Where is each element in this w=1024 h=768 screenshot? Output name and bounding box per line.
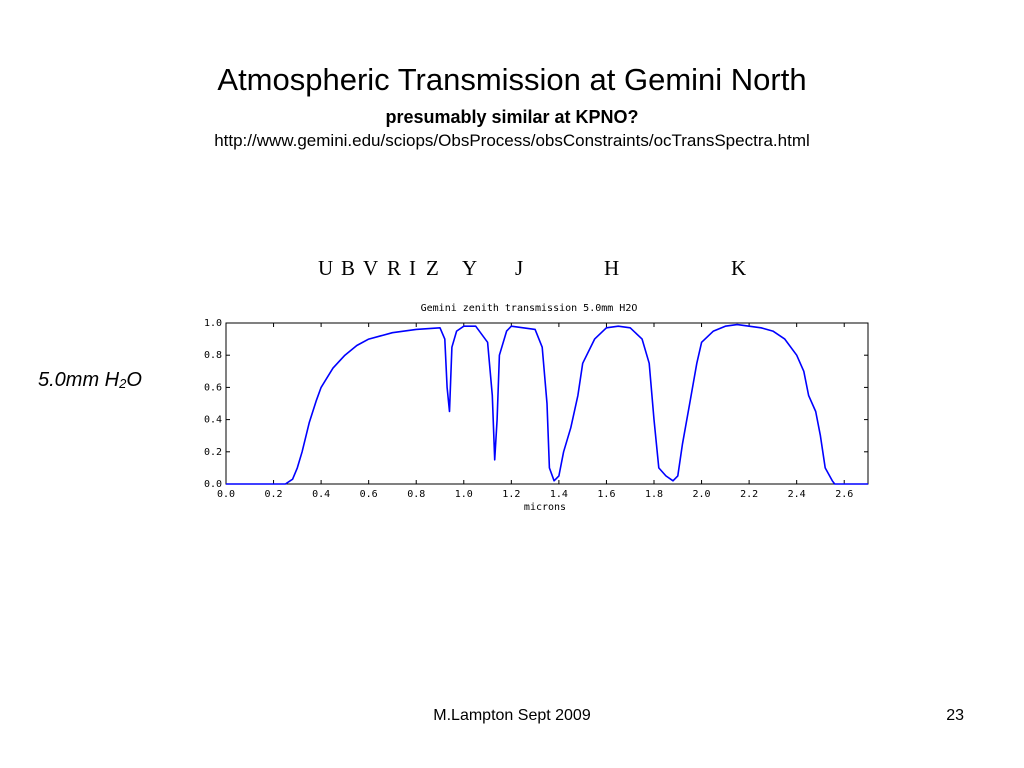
x-tick-label: 1.0 — [455, 489, 473, 500]
source-url: http://www.gemini.edu/sciops/ObsProcess/… — [214, 131, 810, 150]
band-label-j: J — [515, 256, 524, 280]
photometric-band-labels: U B V R I Z Y J H K — [0, 256, 1024, 286]
y-tick-label: 1.0 — [204, 318, 222, 329]
band-label-h: H — [604, 256, 620, 280]
x-tick-label: 2.6 — [835, 489, 853, 500]
x-tick-label: 1.8 — [645, 489, 663, 500]
water-vapor-label-tail: O — [126, 369, 142, 391]
water-vapor-label-subscript: 2 — [119, 376, 127, 391]
x-tick-label: 0.6 — [360, 489, 378, 500]
slide-title: Atmospheric Transmission at Gemini North — [217, 62, 807, 97]
slide-subtitle: presumably similar at KPNO? — [385, 107, 639, 127]
band-label-k: K — [731, 256, 747, 280]
x-tick-label: 1.2 — [502, 489, 520, 500]
y-tick-label: 0.2 — [204, 447, 222, 458]
x-axis-label: microns — [524, 502, 566, 513]
band-label-i: I — [409, 256, 416, 280]
footer-credit: M.Lampton Sept 2009 — [433, 707, 591, 724]
band-label-b: B — [341, 256, 356, 280]
x-tick-label: 1.6 — [597, 489, 615, 500]
band-label-r: R — [387, 256, 402, 280]
x-tick-label: 0.0 — [217, 489, 235, 500]
y-tick-label: 0.8 — [204, 350, 222, 361]
y-tick-label: 0.0 — [204, 479, 222, 490]
x-tick-label: 2.4 — [788, 489, 806, 500]
plot-frame — [225, 322, 869, 485]
water-vapor-label: 5.0mm H2O — [38, 369, 142, 392]
y-tick-label: 0.4 — [204, 415, 222, 426]
band-label-u: U — [318, 256, 334, 280]
y-tick-label: 0.6 — [204, 382, 222, 393]
chart-title: Gemini zenith transmission 5.0mm H2O — [421, 303, 638, 314]
water-vapor-label-main: 5.0mm H — [38, 369, 120, 391]
transmission-line — [226, 323, 868, 485]
x-tick-label: 2.2 — [740, 489, 758, 500]
band-label-y: Y — [462, 256, 478, 280]
x-tick-label: 0.2 — [265, 489, 283, 500]
band-label-z: Z — [426, 256, 439, 280]
x-tick-label: 0.4 — [312, 489, 330, 500]
page-number: 23 — [946, 707, 964, 724]
x-tick-label: 1.4 — [550, 489, 568, 500]
x-tick-label: 2.0 — [693, 489, 711, 500]
band-label-v: V — [363, 256, 379, 280]
x-tick-label: 0.8 — [407, 489, 425, 500]
